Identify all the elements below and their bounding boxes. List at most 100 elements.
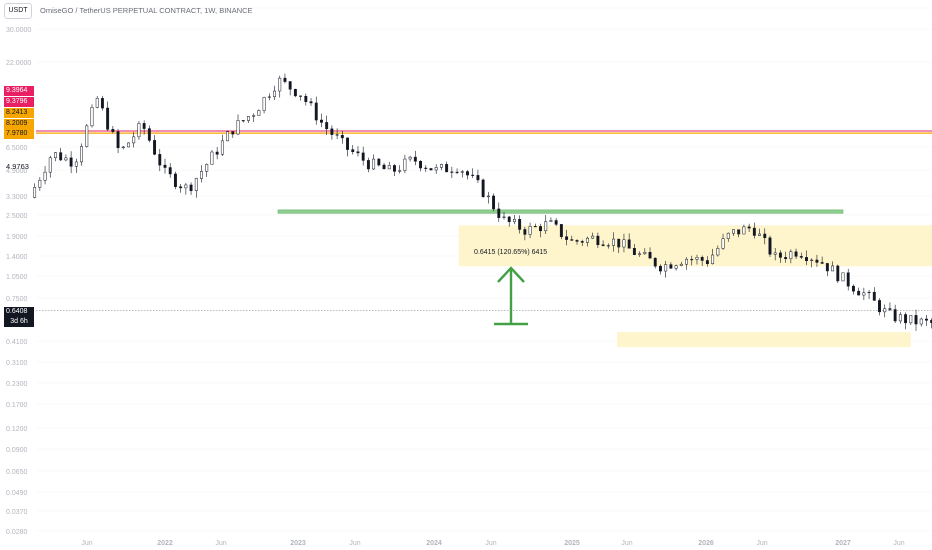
candle-body [815,259,819,263]
bar-countdown-tag: 3d 6h [4,317,34,327]
candle-body [737,229,741,235]
candle-body [111,129,115,132]
candle-body [262,97,266,111]
candle-body [106,107,110,130]
candle-body [325,122,329,130]
candle-body [549,220,553,222]
support-zone [617,332,911,348]
candle-body [121,146,125,149]
candle-body [116,131,120,149]
candle-body [226,131,230,142]
candle-body [554,220,558,225]
candle-body [231,131,235,135]
candle-body [721,238,725,249]
candle-body [580,241,584,243]
candle-body [236,120,240,135]
candle-body [471,174,475,176]
candle-body [648,252,652,259]
y-tick-label: 0.0370 [6,509,28,516]
candle-body [685,259,688,265]
candle-body [773,252,777,255]
x-tick-label: Jun [756,540,767,547]
candle-body [419,161,423,169]
candle-body [361,152,365,161]
price-label-tag: 7.9780 [4,129,34,139]
y-tick-label: 0.0900 [6,447,28,454]
candle-body [888,308,892,310]
candle-body [424,167,428,169]
candle-body [799,256,803,258]
price-label-tag: 9.3796 [4,97,34,107]
price-label-tag: 8.2009 [4,119,34,129]
candle-body [299,95,303,97]
candle-body [85,125,89,147]
candle-body [304,95,308,102]
candle-body [147,128,151,141]
candle-body [194,178,198,192]
candle-body [784,257,788,260]
candle-body [38,180,42,188]
candle-body [883,308,887,313]
candle-body [64,157,68,161]
current-price-tag: 0.6408 [4,307,34,317]
candle-body [492,195,496,210]
candle-body [241,120,245,122]
candle-body [356,151,360,154]
candle-body [742,226,746,235]
candle-body [528,226,532,235]
candle-body [747,226,751,229]
candle-body [246,116,250,121]
candle-body [601,244,605,246]
candle-body [872,291,876,301]
y-tick-label: 22.0000 [6,60,31,67]
candle-body [267,96,271,98]
candle-body [700,257,704,261]
x-tick-label: Jun [349,540,360,547]
candle-body [622,239,626,248]
candle-body [320,119,323,123]
x-tick-label: 2023 [290,540,306,547]
symbol-title: OmiseGO / TetherUS PERPETUAL CONTRACT, 1… [40,6,253,15]
candle-body [659,265,662,272]
candle-body [606,245,610,247]
candle-body [705,260,709,265]
candle-body [127,142,130,148]
candle-body [518,219,522,230]
candle-body [679,263,683,266]
candle-body [309,101,313,104]
candle-body [413,156,417,162]
x-tick-label: 2027 [835,540,851,547]
candle-body [695,257,699,260]
candle-body [805,257,808,262]
price-label-tag: 9.3964 [4,86,34,96]
candle-body [669,264,673,269]
candle-body [726,232,730,239]
y-tick-label: 0.3100 [6,360,28,367]
candle-body [851,285,855,292]
candle-body [512,219,516,223]
candle-body [476,175,480,181]
y-tick-label: 0.1200 [6,426,28,433]
candle-body [898,314,902,322]
y-tick-label: 1.4000 [6,254,28,261]
candle-body [69,157,73,167]
candle-body [278,77,282,92]
candle-body [398,170,402,172]
candle-body [893,309,897,322]
candle-body [481,179,485,198]
y-tick-label: 0.2300 [6,381,28,388]
candle-body [533,226,537,228]
candle-body [80,146,84,163]
candle-body [612,238,615,246]
candle-body [836,265,840,282]
candle-body [408,156,412,160]
x-tick-label: 2026 [698,540,714,547]
candle-body [878,300,881,313]
candle-body [789,251,793,260]
candle-body [497,208,501,218]
currency-button[interactable]: USDT [4,3,32,19]
candle-body [205,164,209,172]
x-tick-label: 2022 [157,540,173,547]
candle-body [502,216,506,218]
